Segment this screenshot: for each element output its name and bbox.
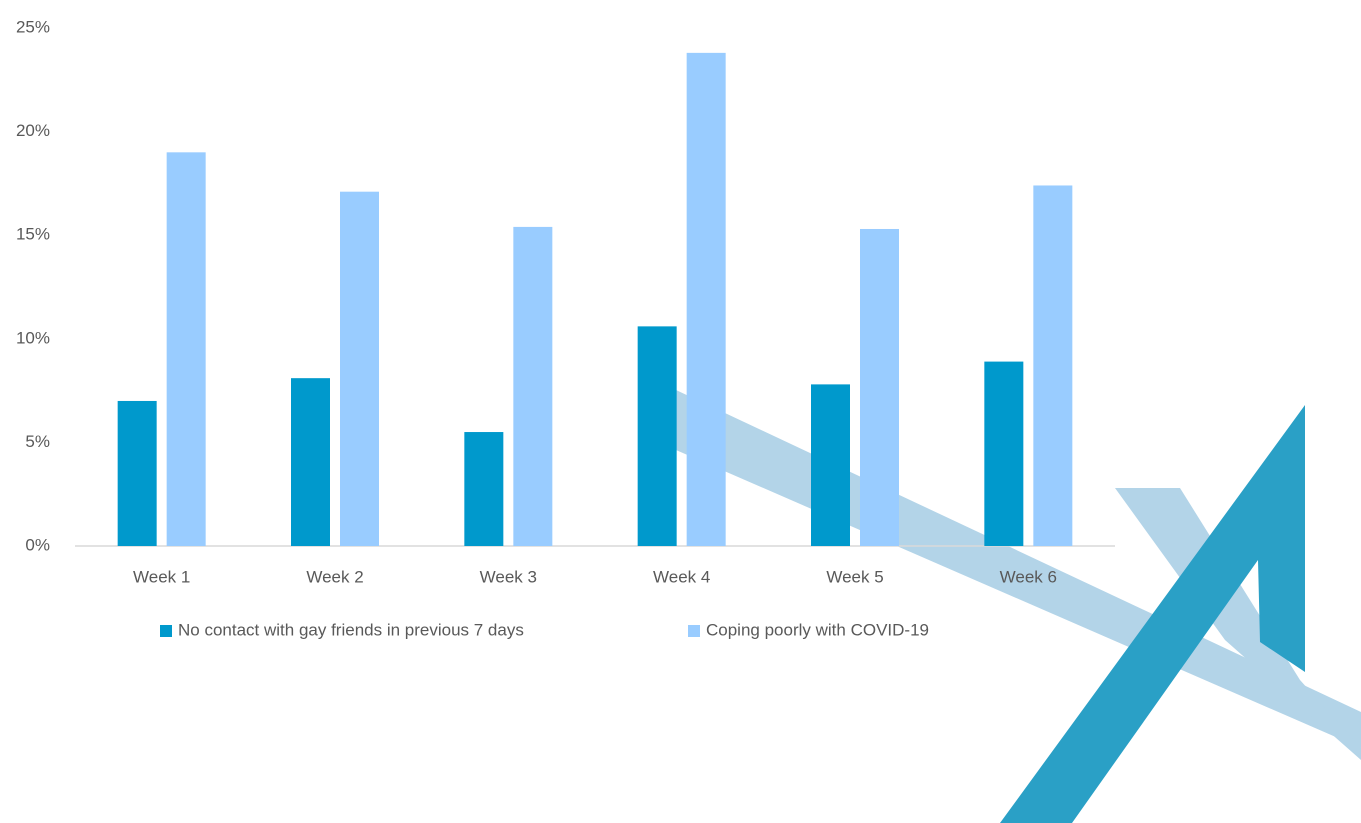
x-tick-label: Week 2 (306, 567, 363, 586)
x-tick-label: Week 6 (1000, 567, 1057, 586)
x-tick-label: Week 3 (480, 567, 537, 586)
x-tick-label: Week 4 (653, 567, 710, 586)
bar (513, 226, 553, 547)
legend-swatch (688, 625, 700, 637)
bar (984, 361, 1024, 546)
x-tick-label: Week 5 (826, 567, 883, 586)
bar (117, 400, 157, 546)
y-tick-label: 15% (16, 225, 50, 244)
y-tick-label: 10% (16, 328, 50, 347)
y-tick-label: 25% (16, 17, 50, 36)
logo-chevron-dark (1000, 405, 1305, 823)
y-tick-label: 5% (25, 432, 50, 451)
x-tick-label: Week 1 (133, 567, 190, 586)
bar (340, 191, 379, 547)
bar (860, 228, 899, 546)
legend-label: Coping poorly with COVID-19 (706, 620, 929, 639)
bar (166, 152, 206, 546)
bar (291, 378, 330, 546)
logo-chevron-light (1115, 488, 1361, 760)
legend-swatch (160, 625, 172, 637)
legend-label: No contact with gay friends in previous … (178, 620, 524, 639)
y-tick-label: 0% (25, 535, 50, 554)
bar (1033, 185, 1073, 547)
bar (464, 432, 504, 546)
bar (686, 52, 726, 546)
bar (811, 384, 850, 546)
y-tick-label: 20% (16, 121, 50, 140)
bar (637, 326, 677, 546)
